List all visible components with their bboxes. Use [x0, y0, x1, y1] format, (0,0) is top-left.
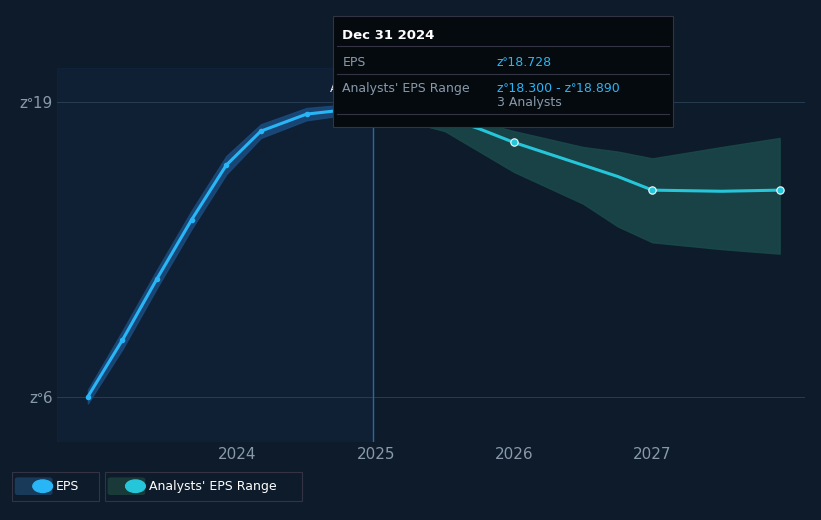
Text: EPS: EPS — [56, 479, 79, 493]
Point — [646, 186, 659, 194]
Text: Analysts' EPS Range: Analysts' EPS Range — [342, 82, 470, 95]
Point — [507, 138, 521, 147]
Text: zᐤ18.728: zᐤ18.728 — [497, 56, 552, 69]
Text: Analysts' EPS Range: Analysts' EPS Range — [149, 479, 276, 493]
Point — [116, 336, 129, 344]
Text: Analysts' Forecasts: Analysts' Forecasts — [381, 84, 488, 94]
Point — [300, 110, 313, 118]
Text: Dec 31 2024: Dec 31 2024 — [342, 29, 435, 42]
Point — [366, 107, 379, 115]
Point — [220, 161, 233, 170]
Point — [773, 186, 787, 194]
Text: zᐤ18.300 - zᐤ18.890: zᐤ18.300 - zᐤ18.890 — [497, 82, 620, 95]
Text: 3 Analysts: 3 Analysts — [497, 97, 562, 110]
Text: EPS: EPS — [342, 56, 365, 69]
Text: Actual: Actual — [329, 84, 365, 94]
Point — [81, 393, 94, 401]
Bar — [57, 68, 373, 442]
Point — [255, 127, 268, 135]
Point — [334, 106, 347, 114]
Point — [185, 215, 198, 224]
Point — [150, 275, 163, 283]
Point — [366, 103, 379, 112]
